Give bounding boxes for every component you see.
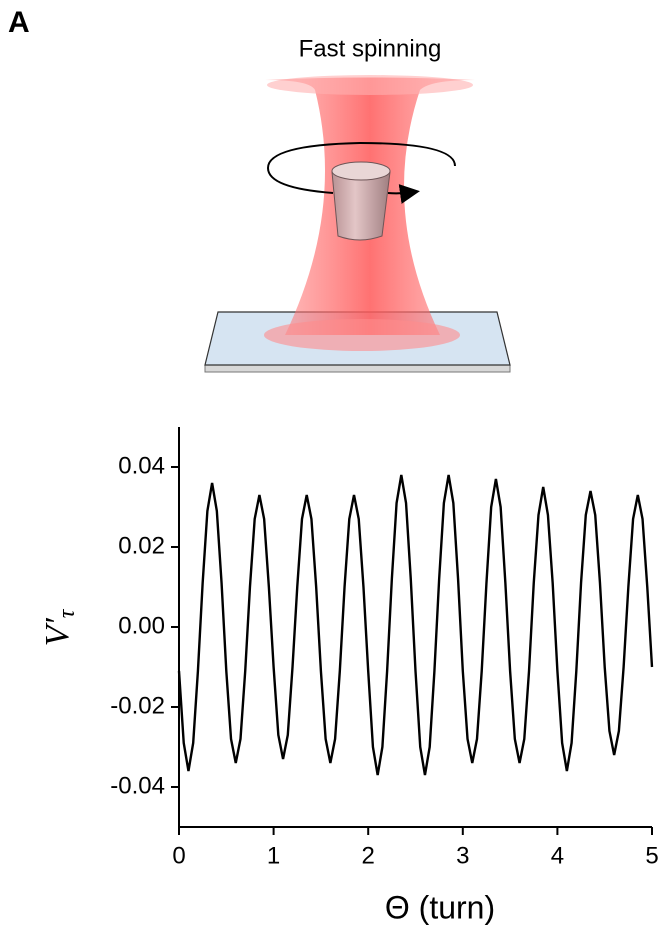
illustration-title: Fast spinning <box>299 35 442 62</box>
y-tick-label: 0.04 <box>118 452 165 479</box>
x-tick-label: 2 <box>362 842 375 869</box>
y-tick-label: -0.02 <box>110 692 165 719</box>
y-axis-label: V′τ <box>39 608 80 646</box>
x-tick-label: 1 <box>267 842 280 869</box>
y-label-subscript: τ <box>54 608 80 618</box>
rotation-arrow <box>266 141 456 194</box>
illustration <box>204 75 511 373</box>
y-label-symbol: V′ <box>39 618 76 647</box>
x-axis-label: Θ (turn) <box>385 889 495 925</box>
rotation-arrow-head <box>387 184 420 204</box>
x-tick-label: 3 <box>456 842 469 869</box>
slide-edge <box>204 364 511 373</box>
x-tick-label: 4 <box>551 842 564 869</box>
cylinder <box>331 171 391 241</box>
y-tick-label: 0.00 <box>118 612 165 639</box>
x-tick-label: 5 <box>645 842 658 869</box>
x-tick-label: 0 <box>172 842 185 869</box>
y-tick-label: 0.02 <box>118 532 165 559</box>
cylinder-top <box>331 161 391 181</box>
y-tick-label: -0.04 <box>110 772 165 799</box>
panel-label: A <box>8 6 30 39</box>
beam-bottom <box>264 319 460 351</box>
data-line <box>177 474 654 776</box>
beam-top <box>267 75 473 95</box>
